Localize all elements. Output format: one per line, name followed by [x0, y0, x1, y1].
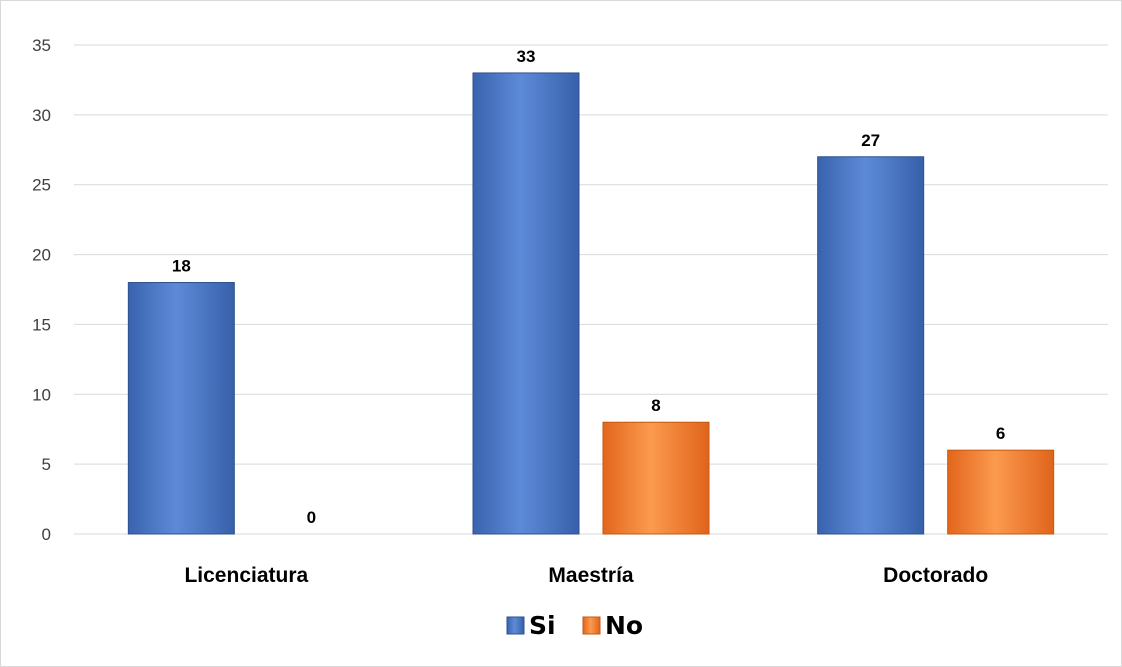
data-label: 0	[307, 508, 316, 527]
y-tick-label: 15	[32, 315, 51, 334]
bars	[127, 72, 1055, 535]
legend-label-no: No	[605, 611, 643, 640]
y-tick-label: 30	[32, 106, 51, 125]
x-category-label: Maestría	[548, 564, 634, 587]
gridlines	[74, 44, 1108, 535]
legend-swatch-si	[506, 616, 525, 635]
y-tick-label: 10	[32, 385, 51, 404]
data-label: 6	[996, 424, 1005, 443]
bar-no-2	[947, 449, 1055, 535]
y-tick-label: 5	[42, 455, 51, 474]
y-tick-label: 25	[32, 176, 51, 195]
y-axis-ticks: 0 5 10 15 20 25 30 35	[32, 36, 51, 544]
y-tick-label: 35	[32, 36, 51, 55]
y-tick-label: 0	[42, 525, 51, 544]
data-label: 18	[172, 257, 191, 276]
bar-si-0	[127, 282, 235, 535]
x-category-label: Licenciatura	[184, 564, 308, 587]
data-label: 33	[517, 47, 536, 66]
x-category-label: Doctorado	[883, 564, 988, 587]
bar-no-1	[602, 421, 710, 535]
x-axis-categories: Licenciatura Maestría Doctorado	[184, 564, 988, 587]
bar-si-1	[472, 72, 580, 535]
data-label: 27	[861, 131, 880, 150]
bar-si-2	[817, 156, 925, 535]
legend-swatch-no	[582, 616, 601, 635]
legend: Si No	[506, 611, 643, 640]
y-tick-label: 20	[32, 246, 51, 265]
legend-label-si: Si	[529, 611, 556, 640]
data-labels: 18 0 33 8 27 6	[172, 47, 1006, 527]
data-label: 8	[651, 396, 660, 415]
